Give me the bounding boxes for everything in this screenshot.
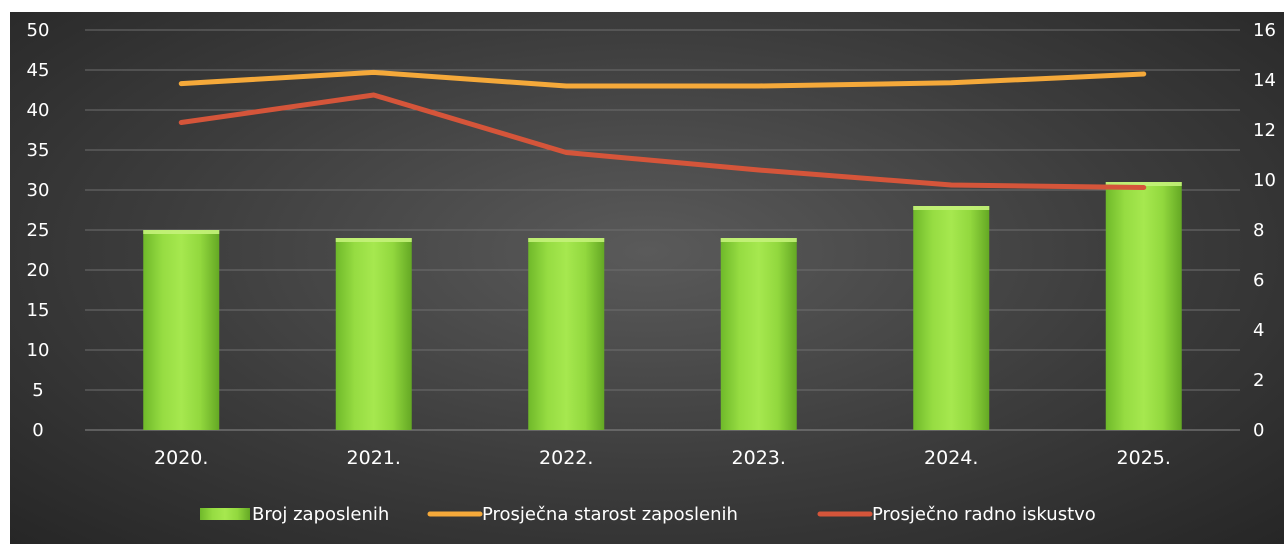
x-tick-label: 2021. bbox=[347, 447, 401, 469]
right-axis-ticks: 0 2 4 6 8 10 12 14 16 bbox=[1253, 20, 1276, 441]
right-tick-label: 16 bbox=[1253, 20, 1276, 41]
bar-body bbox=[528, 238, 605, 430]
bar bbox=[335, 238, 412, 430]
bar-body bbox=[720, 238, 797, 430]
legend-item: Prosječna starost zaposlenih bbox=[427, 504, 738, 525]
legend-item: Broj zaposlenih bbox=[200, 504, 389, 525]
legend-label: Prosječna starost zaposlenih bbox=[482, 504, 738, 525]
bar bbox=[143, 230, 220, 430]
left-tick-label: 30 bbox=[27, 180, 50, 201]
gridlines bbox=[85, 29, 1240, 431]
bar bbox=[528, 238, 605, 430]
line-series bbox=[178, 69, 1147, 190]
legend: Broj zaposlenih Prosječna starost zaposle… bbox=[200, 504, 1096, 525]
right-tick-label: 14 bbox=[1253, 70, 1276, 91]
bar-series bbox=[143, 182, 1182, 430]
bar bbox=[913, 206, 990, 430]
bar-highlight bbox=[1105, 182, 1182, 186]
right-tick-label: 12 bbox=[1253, 120, 1276, 141]
right-tick-label: 4 bbox=[1253, 320, 1264, 341]
left-tick-label: 20 bbox=[27, 260, 50, 281]
bar-highlight bbox=[335, 238, 412, 242]
right-tick-label: 6 bbox=[1253, 270, 1264, 291]
left-tick-label: 50 bbox=[27, 20, 50, 41]
bar-highlight bbox=[913, 206, 990, 210]
left-tick-label: 45 bbox=[27, 60, 50, 81]
left-tick-label: 40 bbox=[27, 100, 50, 121]
line-prosje-no-radno-iskustvo bbox=[178, 92, 1147, 190]
left-tick-label: 5 bbox=[32, 380, 43, 401]
legend-label: Prosječno radno iskustvo bbox=[872, 504, 1096, 525]
legend-label: Broj zaposlenih bbox=[252, 504, 389, 525]
left-axis-ticks: 0 5 10 15 20 25 30 35 40 45 50 bbox=[27, 20, 50, 441]
x-axis-labels: 2020. 2021. 2022. 2023. 2024. 2025. bbox=[154, 447, 1171, 469]
left-tick-label: 10 bbox=[27, 340, 50, 361]
x-tick-label: 2025. bbox=[1117, 447, 1171, 469]
bar-body bbox=[335, 238, 412, 430]
x-tick-label: 2024. bbox=[924, 447, 978, 469]
bar-body bbox=[143, 230, 220, 430]
legend-swatch bbox=[200, 508, 250, 520]
right-tick-label: 2 bbox=[1253, 370, 1264, 391]
bar bbox=[720, 238, 797, 430]
bar-highlight bbox=[528, 238, 605, 242]
right-tick-label: 8 bbox=[1253, 220, 1264, 241]
bar-body bbox=[913, 206, 990, 430]
left-tick-label: 25 bbox=[27, 220, 50, 241]
bar bbox=[1105, 182, 1182, 430]
bar-body bbox=[1105, 182, 1182, 430]
line-prosje-na-starost-zaposlenih bbox=[178, 69, 1147, 89]
left-tick-label: 35 bbox=[27, 140, 50, 161]
left-tick-label: 15 bbox=[27, 300, 50, 321]
bar-highlight bbox=[720, 238, 797, 242]
combo-chart: 0 5 10 15 20 25 30 35 40 45 50 0 2 4 6 8 10 12 14 16 2020.… bbox=[27, 20, 1276, 525]
chart-area: 0 5 10 15 20 25 30 35 40 45 50 0 2 4 6 8 10 12 14 16 2020.… bbox=[10, 12, 1284, 544]
x-tick-label: 2022. bbox=[539, 447, 593, 469]
right-tick-label: 10 bbox=[1253, 170, 1276, 191]
bar-highlight bbox=[143, 230, 220, 234]
legend-item: Prosječno radno iskustvo bbox=[817, 504, 1096, 525]
left-tick-label: 0 bbox=[32, 420, 43, 441]
right-tick-label: 0 bbox=[1253, 420, 1264, 441]
x-tick-label: 2023. bbox=[732, 447, 786, 469]
x-tick-label: 2020. bbox=[154, 447, 208, 469]
